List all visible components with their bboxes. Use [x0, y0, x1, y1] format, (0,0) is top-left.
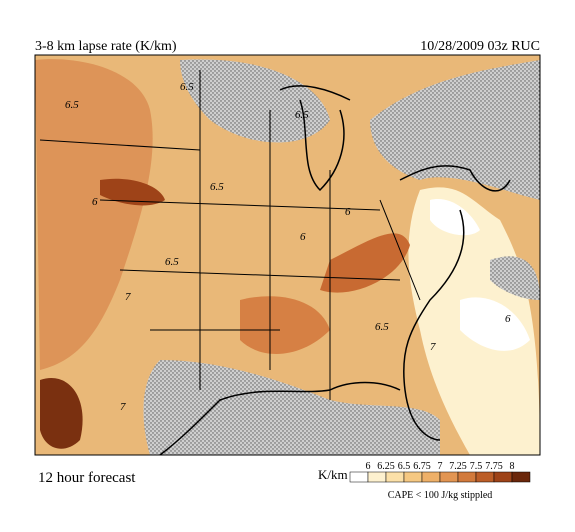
- legend-swatch: [475, 471, 495, 483]
- contour-label: 6: [92, 196, 98, 208]
- contour-label: 6.5: [375, 321, 389, 333]
- contour-label: 6.5: [180, 81, 194, 93]
- white-area: [460, 297, 530, 351]
- legend-label: 7: [438, 461, 443, 472]
- warm-area: [240, 296, 330, 354]
- contour-label: 6.5: [165, 256, 179, 268]
- contour-label: 6.5: [65, 99, 79, 111]
- contour-label: 7: [125, 291, 131, 303]
- legend-label: 6.25: [377, 461, 395, 472]
- map-date: 10/28/2009 03z RUC: [420, 39, 540, 54]
- boundaries: [39, 70, 511, 455]
- contour-label: 6: [505, 313, 511, 325]
- legend-swatch: [349, 471, 369, 483]
- legend-swatch: [493, 471, 513, 483]
- contour-label: 7: [430, 341, 436, 353]
- legend-label: 7.75: [485, 461, 503, 472]
- legend-swatch: [421, 471, 441, 483]
- legend-label: 6.5: [398, 461, 411, 472]
- map-title: 3-8 km lapse rate (K/km): [35, 39, 177, 54]
- stippled-area: [370, 60, 540, 200]
- hot-area: [100, 178, 165, 206]
- legend-label: 6: [366, 461, 371, 472]
- legend: 6 6.25 6.5 6.75 7 7.25 7.5 7.75 8: [349, 461, 531, 483]
- white-area: [430, 199, 480, 236]
- stippled-area: [490, 256, 540, 300]
- stippled-area: [143, 360, 440, 455]
- warm-area: [35, 59, 153, 370]
- contour-label: 6.5: [210, 181, 224, 193]
- map-area: 6.5 6.5 6 6.5 7 6.5 6.5 6 6 7 6.5 6 7: [35, 55, 540, 455]
- legend-note: CAPE < 100 J/kg stippled: [388, 490, 493, 501]
- legend-swatch: [457, 471, 477, 483]
- contour-label: 7: [120, 401, 126, 413]
- legend-swatch: [367, 471, 387, 483]
- legend-unit: K/km: [318, 467, 348, 482]
- legend-label: 6.75: [413, 461, 431, 472]
- contour-labels: 6.5 6.5 6 6.5 7 6.5 6.5 6 6 7 6.5 6 7: [65, 81, 511, 413]
- contour-label: 6: [345, 206, 351, 218]
- legend-label: 8: [510, 461, 515, 472]
- legend-swatch: [439, 471, 459, 483]
- legend-swatch: [511, 471, 531, 483]
- contour-label: 6: [300, 231, 306, 243]
- hot-area: [40, 378, 83, 449]
- legend-label: 7.5: [470, 461, 483, 472]
- legend-label: 7.25: [449, 461, 467, 472]
- legend-swatch: [385, 471, 405, 483]
- legend-swatch: [403, 471, 423, 483]
- forecast-label: 12 hour forecast: [38, 470, 136, 486]
- stippled-area: [180, 59, 330, 143]
- map-frame: [34, 54, 541, 456]
- contour-label: 6.5: [295, 109, 309, 121]
